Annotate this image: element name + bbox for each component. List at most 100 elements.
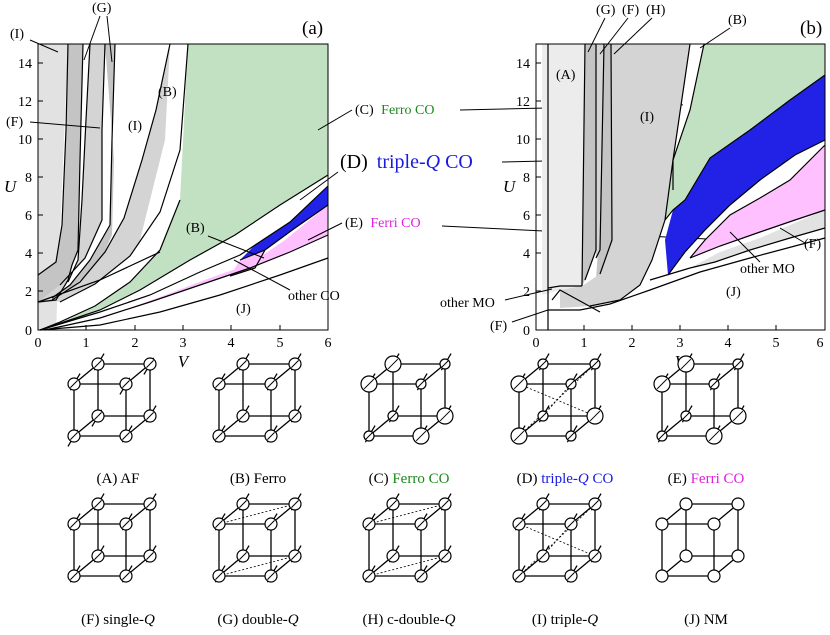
region-triple-q-co-b: [665, 75, 825, 275]
ytick-a: 12: [18, 95, 32, 110]
xtick-b: 1: [581, 336, 588, 351]
legend-q: Q: [587, 612, 598, 628]
ylabel-a: U: [4, 177, 18, 196]
region-i-left-a: [38, 44, 68, 330]
ylabel-b: U: [503, 177, 517, 196]
xlabel-a: V: [178, 352, 191, 371]
callout-d-suffix: CO: [440, 151, 473, 173]
ytick-b: 4: [523, 247, 530, 262]
region-label-i2-a: (I): [128, 119, 142, 134]
legend-label: (C) Ferro CO: [369, 471, 450, 487]
legend-label: (A) AF: [97, 471, 140, 487]
ytick-b: 12: [516, 95, 530, 110]
ytick-a: 6: [25, 209, 32, 224]
xtick-b: 3: [677, 336, 684, 351]
region-label-b2-a: (B): [186, 221, 205, 236]
panel-tag-a: (a): [302, 18, 323, 39]
ytick-a: 10: [18, 133, 32, 148]
callout-e: (E) Ferri CO: [345, 216, 421, 231]
region-triple-q-co-a: [240, 186, 328, 260]
ytick-b: 0: [523, 324, 530, 339]
panel-tag-b: (b): [800, 18, 822, 39]
other-co-label: other CO: [288, 289, 340, 304]
region-other-mo-b: [690, 210, 825, 268]
callout-e-text: Ferri CO: [370, 216, 420, 231]
region-i-mid-a: [38, 44, 105, 304]
region-label-i-a: (I): [10, 27, 24, 42]
legend-prefix: (G): [217, 612, 242, 628]
legend-prefix: (B): [230, 471, 254, 487]
xtick-b: 0: [533, 336, 540, 351]
callout-c-text: Ferro CO: [381, 103, 434, 118]
legend-q: Q: [578, 471, 589, 487]
ytick-a: 4: [25, 247, 32, 262]
xtick-labels-b: 0 1 2 3 4 5 6: [533, 336, 824, 351]
ytick-b: 14: [516, 57, 530, 72]
region-f-b: [596, 44, 604, 258]
legend-prefix: (A): [97, 471, 121, 487]
legend-label: (G) double-Q: [217, 612, 298, 628]
legend-text: triple-: [551, 612, 588, 628]
region-g2-a: [52, 44, 115, 298]
ytick-a: 0: [25, 324, 32, 339]
legend-q: Q: [144, 612, 155, 628]
xtick-a: 3: [180, 336, 187, 351]
magnetic-structures: [67, 353, 747, 583]
legend-q: Q: [445, 612, 456, 628]
ytick-b: 2: [523, 285, 530, 300]
xtick-a: 4: [228, 336, 235, 351]
callout-d-q: Q: [426, 151, 441, 173]
region-label-h-b: (H): [646, 3, 666, 18]
legend-text: Ferro: [254, 471, 287, 487]
ytick-labels-a: 0 2 4 6 8 10 12 14: [18, 57, 32, 339]
legend-prefix: (E): [668, 471, 691, 487]
legend-q: Q: [288, 612, 299, 628]
region-ferri-co-b: [690, 145, 825, 258]
legend-text: AF: [120, 471, 139, 487]
xtick-a: 5: [277, 336, 284, 351]
cube-diagram: [655, 497, 745, 583]
other-mo-left: other MO: [440, 296, 495, 311]
cube-diagram: [360, 353, 454, 445]
region-g-a: [38, 44, 83, 302]
xtick-a: 2: [132, 336, 139, 351]
xtick-a: 6: [325, 336, 332, 351]
legend-prefix: (J): [684, 612, 704, 628]
cube-diagram: [212, 493, 302, 583]
xtick-a: 0: [35, 336, 42, 351]
legend-prefix: (H): [363, 612, 388, 628]
ytick-a: 14: [18, 57, 32, 72]
legend-label: (I) triple-Q: [532, 612, 598, 628]
legend-text: double-: [242, 612, 288, 628]
region-label-j-a: (J): [236, 302, 251, 317]
legend-prefix: (C): [369, 471, 393, 487]
ticks-a: [37, 62, 281, 330]
callout-d-text: triple-: [377, 151, 426, 173]
legend-text: single-: [103, 612, 144, 628]
ytick-a: 2: [25, 285, 32, 300]
region-g-b: [582, 44, 596, 286]
boundaries-b: [547, 43, 826, 330]
legend-label: (B) Ferro: [230, 471, 286, 487]
region-ferri-co-a2: [230, 250, 265, 276]
xtick-b: 4: [725, 336, 732, 351]
region-label-b-b: (B): [728, 13, 747, 28]
callout-e-prefix: (E): [345, 216, 363, 231]
cube-diagram: [512, 493, 602, 583]
legend-prefix: (D): [517, 471, 542, 487]
cube-diagram: [653, 353, 747, 445]
region-label-f-b: (F): [622, 3, 639, 18]
legend-prefix: (I): [532, 612, 551, 628]
xtick-b: 6: [817, 336, 824, 351]
panel-b: 0 1 2 3 4 5 6 0 2 4 6 8 10 12 14 V U (b)…: [440, 3, 826, 371]
other-mo-right: other MO: [740, 262, 795, 277]
callout-c-prefix: (C): [355, 103, 374, 118]
region-label-g-b: (G): [596, 3, 616, 18]
region-b-top-a: [140, 44, 188, 240]
xtick-a: 1: [83, 336, 90, 351]
xtick-b: 2: [629, 336, 636, 351]
ticks-b: [536, 62, 777, 330]
legend-label: (J) NM: [684, 612, 728, 628]
cube-diagram: [67, 353, 157, 447]
